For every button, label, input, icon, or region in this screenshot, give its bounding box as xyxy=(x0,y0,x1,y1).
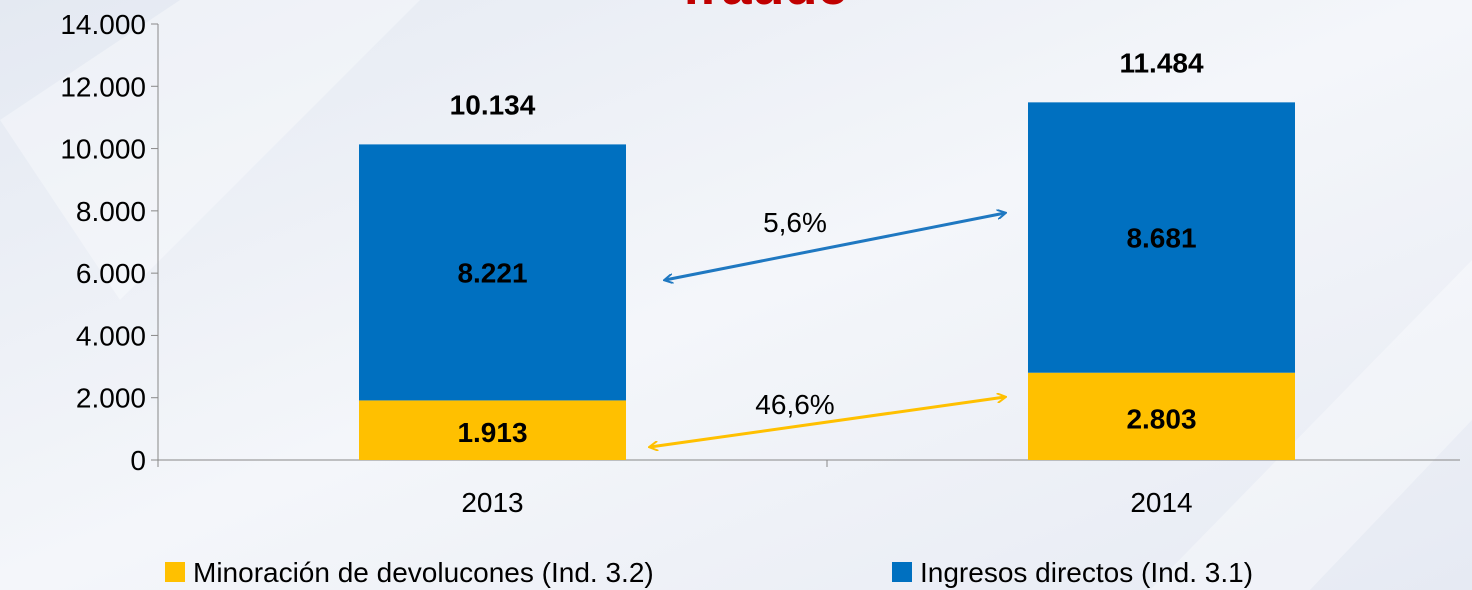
y-tick-label: 0 xyxy=(130,445,146,476)
chart-title: fraude xyxy=(682,0,847,16)
y-tick-label: 14.000 xyxy=(60,9,146,40)
y-tick-label: 10.000 xyxy=(60,134,146,165)
y-tick-label: 12.000 xyxy=(60,71,146,102)
total-label: 10.134 xyxy=(450,89,536,120)
annotation: 5,6% xyxy=(763,207,827,238)
y-tick-label: 8.000 xyxy=(76,196,146,227)
y-tick-label: 6.000 xyxy=(76,258,146,289)
value-label: 1.913 xyxy=(457,417,527,448)
x-tick-label: 2014 xyxy=(1130,487,1192,518)
bar-segment xyxy=(359,144,626,401)
y-tick-label: 2.000 xyxy=(76,383,146,414)
legend-swatch xyxy=(165,562,185,582)
annotation-arrow xyxy=(650,397,1005,447)
annotation: 46,6% xyxy=(755,389,834,420)
bar-segment xyxy=(1028,102,1295,373)
value-label: 2.803 xyxy=(1126,403,1196,434)
legend-swatch xyxy=(892,562,912,582)
value-label: 8.681 xyxy=(1126,223,1196,254)
legend-label: Ingresos directos (Ind. 3.1) xyxy=(920,557,1253,588)
x-tick-label: 2013 xyxy=(461,487,523,518)
annotation-arrow xyxy=(665,213,1005,280)
legend-label: Minoración de devolucones (Ind. 3.2) xyxy=(193,557,654,588)
total-label: 11.484 xyxy=(1119,47,1204,78)
y-tick-label: 4.000 xyxy=(76,320,146,351)
bar-segment xyxy=(1028,372,1295,460)
bar-segment xyxy=(359,400,626,460)
value-label: 8.221 xyxy=(457,257,527,288)
